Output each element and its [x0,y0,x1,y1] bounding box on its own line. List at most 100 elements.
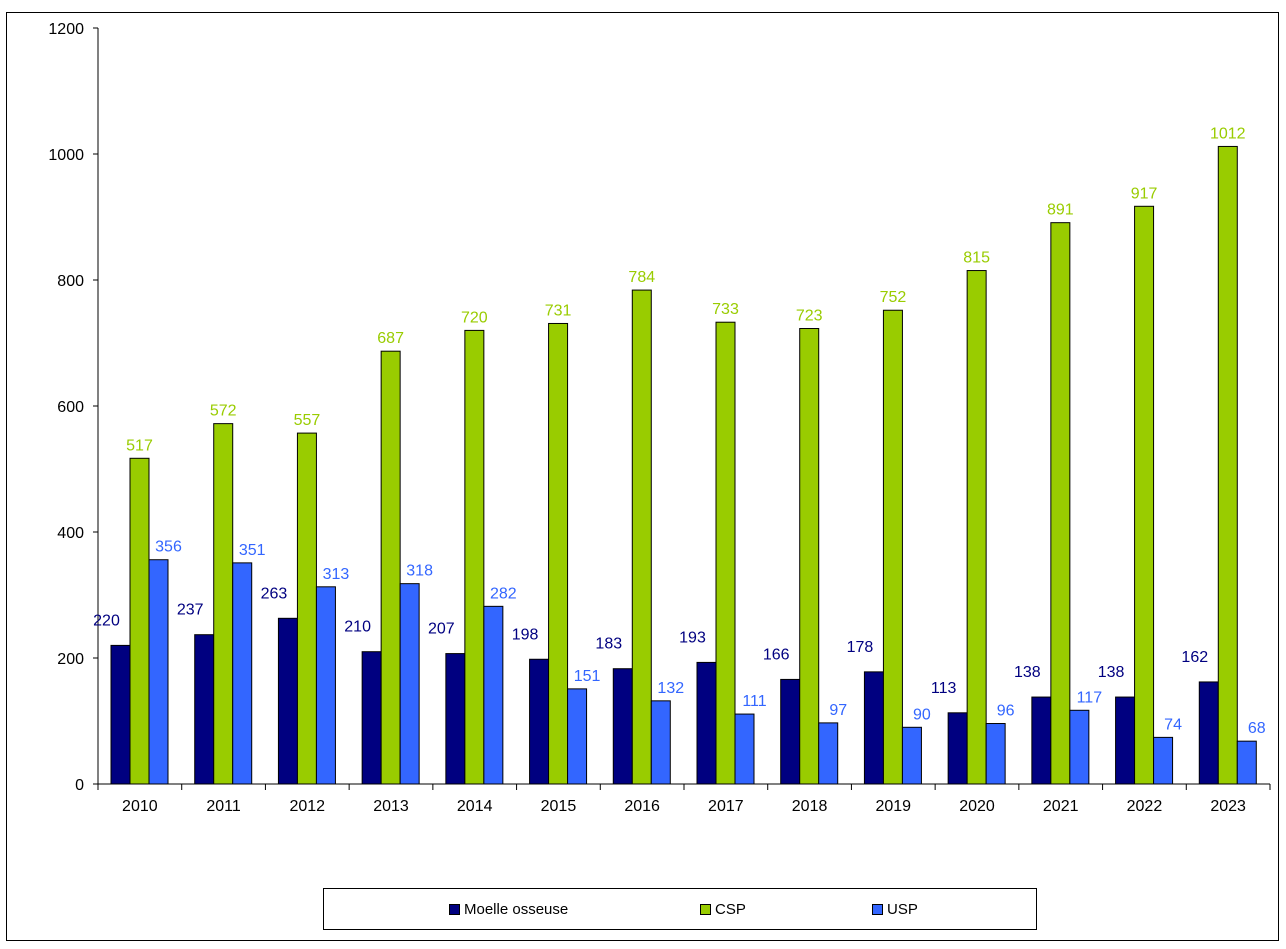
bar [110,644,131,785]
data-label: 207 [428,621,455,638]
data-label: 263 [261,585,288,602]
legend-swatch-moelle-osseuse [449,904,460,915]
data-label: 313 [323,566,350,583]
y-tick-label: 800 [57,273,84,290]
legend-item-moelle-osseuse: Moelle osseuse [449,901,568,918]
data-label: 162 [1181,649,1208,666]
x-tick-label: 2023 [1210,798,1246,815]
data-label: 111 [742,693,766,710]
y-tick-label: 0 [75,777,84,794]
data-label: 752 [880,289,907,306]
bar [696,661,717,785]
bar [567,688,588,785]
data-label: 572 [210,403,237,420]
data-label: 97 [829,702,847,719]
data-label: 351 [239,542,266,559]
bar [380,350,401,785]
data-label: 193 [679,629,706,646]
data-label: 815 [963,250,990,267]
bar [818,722,839,785]
data-label: 210 [344,619,371,636]
data-label: 151 [574,668,601,685]
y-tick-label: 1000 [48,147,84,164]
bar [529,658,550,785]
bar [901,726,922,785]
bar [1134,205,1155,785]
x-tick-label: 2013 [373,798,409,815]
bar [548,322,569,785]
data-label: 318 [406,563,433,580]
x-tick-label: 2012 [289,798,325,815]
bar [129,457,150,785]
y-tick-label: 200 [57,651,84,668]
legend-swatch-csp [700,904,711,915]
data-label: 517 [126,437,153,454]
bar [1115,696,1136,785]
bar [734,713,755,785]
x-tick-label: 2014 [457,798,493,815]
data-label: 1012 [1210,125,1246,142]
legend-label-moelle-osseuse: Moelle osseuse [464,901,569,918]
data-label: 117 [1077,689,1103,706]
data-label: 237 [177,602,204,619]
bar [947,712,968,785]
x-tick-label: 2021 [1043,798,1079,815]
legend-item-usp: USP [872,901,918,918]
bar [445,653,466,785]
data-label: 731 [545,302,572,319]
bar [1031,696,1052,785]
x-tick-label: 2015 [541,798,577,815]
x-tick-label: 2022 [1127,798,1163,815]
bar [148,559,169,785]
legend-label-usp: USP [887,901,918,918]
data-label: 183 [595,636,622,653]
bar [966,270,987,785]
data-label: 198 [512,626,539,643]
bar [1069,709,1090,785]
x-tick-label: 2018 [792,798,828,815]
data-label: 220 [93,612,120,629]
data-label: 356 [155,539,182,556]
data-label: 282 [490,585,517,602]
x-tick-label: 2010 [122,798,158,815]
bar [863,671,884,785]
data-label: 178 [847,639,874,656]
legend-label-csp: CSP [715,901,746,918]
x-tick-label: 2019 [875,798,911,815]
bar [799,328,820,785]
bar [882,309,903,785]
bar [985,723,1006,785]
data-label: 557 [294,412,321,429]
x-tick-label: 2016 [624,798,660,815]
data-label: 68 [1248,720,1266,737]
bar [1050,222,1071,785]
bar [464,329,485,785]
data-label: 90 [913,706,931,723]
data-label: 138 [1014,664,1041,681]
data-label: 132 [657,680,684,697]
bar [780,678,801,785]
data-label: 96 [997,703,1015,720]
bar [361,651,382,785]
bar [1198,681,1219,785]
data-label: 723 [796,308,823,325]
y-tick-label: 1200 [48,21,84,38]
y-tick-label: 600 [57,399,84,416]
bar [277,617,298,785]
bar [650,700,671,785]
y-tick-label: 400 [57,525,84,542]
data-label: 74 [1164,716,1182,733]
bar [296,432,317,785]
data-label: 138 [1098,664,1125,681]
x-tick-label: 2017 [708,798,744,815]
data-label: 113 [931,680,957,697]
bar [715,321,736,785]
data-label: 733 [712,301,739,318]
bar [1236,740,1257,785]
data-label: 917 [1131,185,1158,202]
data-label: 166 [763,646,790,663]
data-label: 687 [377,330,404,347]
x-tick-label: 2020 [959,798,995,815]
bar [612,668,633,785]
